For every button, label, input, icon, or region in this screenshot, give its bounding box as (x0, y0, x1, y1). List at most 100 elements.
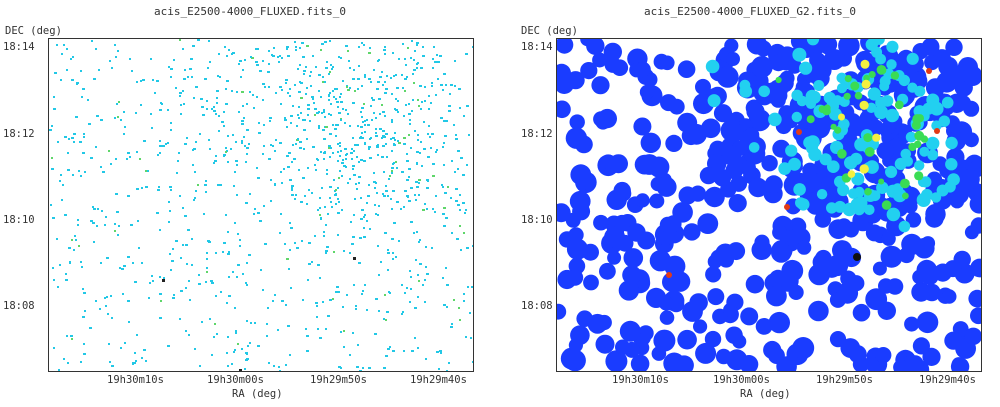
count-pixel (364, 214, 366, 216)
intensity-blob (866, 102, 877, 113)
count-pixel (424, 203, 426, 205)
count-pixel (450, 326, 453, 328)
count-pixel (238, 111, 240, 113)
count-pixel (202, 114, 205, 116)
count-pixel (396, 87, 399, 89)
intensity-blob (836, 282, 859, 304)
intensity-blob (705, 266, 722, 283)
intensity-blob (557, 303, 567, 320)
count-pixel (410, 288, 412, 290)
count-pixel (375, 213, 377, 215)
count-pixel (416, 151, 419, 153)
count-pixel (355, 305, 357, 307)
intensity-blob (723, 302, 738, 317)
count-pixel (83, 133, 85, 135)
count-pixel (382, 84, 384, 86)
hot-spot (666, 272, 672, 278)
count-pixel (231, 363, 233, 365)
count-pixel (100, 166, 102, 168)
intensity-blob (640, 132, 661, 153)
count-pixel (235, 160, 237, 162)
count-pixel (432, 163, 435, 165)
count-pixel (299, 141, 302, 143)
count-pixel (109, 361, 111, 363)
heatmap-fluxed (49, 39, 473, 371)
count-pixel (206, 252, 208, 254)
intensity-blob (693, 319, 708, 334)
count-pixel (219, 184, 222, 186)
count-pixel (330, 147, 332, 149)
count-pixel (339, 96, 341, 98)
count-pixel (168, 201, 170, 203)
count-pixel (465, 53, 468, 55)
count-pixel (457, 204, 460, 206)
count-pixel (330, 103, 332, 105)
count-pixel (61, 199, 63, 201)
count-pixel (426, 208, 428, 210)
count-pixel (184, 215, 187, 217)
count-pixel (303, 73, 305, 75)
count-pixel (419, 152, 421, 154)
count-pixel (362, 137, 364, 139)
count-pixel (354, 90, 356, 92)
count-pixel (208, 40, 210, 42)
count-pixel (335, 135, 337, 137)
count-pixel (387, 252, 390, 254)
intensity-blob (914, 171, 924, 181)
count-pixel (417, 134, 419, 136)
count-pixel (281, 57, 283, 59)
count-pixel (249, 342, 251, 344)
count-pixel (334, 88, 337, 90)
intensity-blob (838, 39, 860, 57)
count-pixel (413, 82, 415, 84)
count-pixel (287, 55, 290, 57)
intensity-blob (746, 39, 767, 55)
count-pixel (389, 292, 391, 294)
count-pixel (408, 176, 410, 178)
count-pixel (325, 67, 328, 69)
intensity-blob (622, 265, 642, 285)
count-pixel (363, 227, 365, 229)
count-pixel (233, 351, 235, 353)
count-pixel (416, 231, 418, 233)
count-pixel (392, 137, 395, 139)
intensity-blob (886, 59, 897, 70)
intensity-blob (768, 112, 782, 127)
count-pixel (382, 135, 385, 137)
count-pixel (182, 244, 184, 246)
count-pixel (159, 109, 162, 111)
count-pixel (198, 283, 201, 285)
count-pixel (245, 359, 248, 361)
count-pixel (228, 276, 230, 278)
count-pixel (223, 154, 226, 156)
count-pixel (210, 280, 213, 282)
count-pixel (156, 212, 159, 214)
x-tick-label: 19h29m50s (816, 374, 873, 386)
intensity-blob (704, 330, 722, 348)
count-pixel (200, 98, 203, 100)
count-pixel (337, 151, 339, 153)
intensity-blob (761, 155, 778, 172)
count-pixel (442, 213, 445, 215)
intensity-blob (615, 339, 631, 355)
count-pixel (336, 101, 339, 103)
count-pixel (430, 102, 432, 104)
count-pixel (467, 286, 469, 288)
count-pixel (301, 240, 303, 242)
count-pixel (340, 331, 342, 333)
count-pixel (117, 50, 119, 52)
count-pixel (405, 104, 407, 106)
count-pixel (426, 179, 429, 181)
count-pixel (191, 264, 193, 266)
count-pixel (224, 46, 226, 48)
count-pixel (132, 362, 135, 364)
intensity-blob (597, 108, 617, 129)
count-pixel (135, 112, 137, 114)
count-pixel (216, 90, 219, 92)
count-pixel (366, 220, 368, 222)
count-pixel (353, 284, 355, 286)
count-pixel (384, 53, 386, 55)
intensity-blob (582, 243, 599, 261)
intensity-blob (665, 134, 683, 152)
count-pixel (105, 216, 107, 218)
